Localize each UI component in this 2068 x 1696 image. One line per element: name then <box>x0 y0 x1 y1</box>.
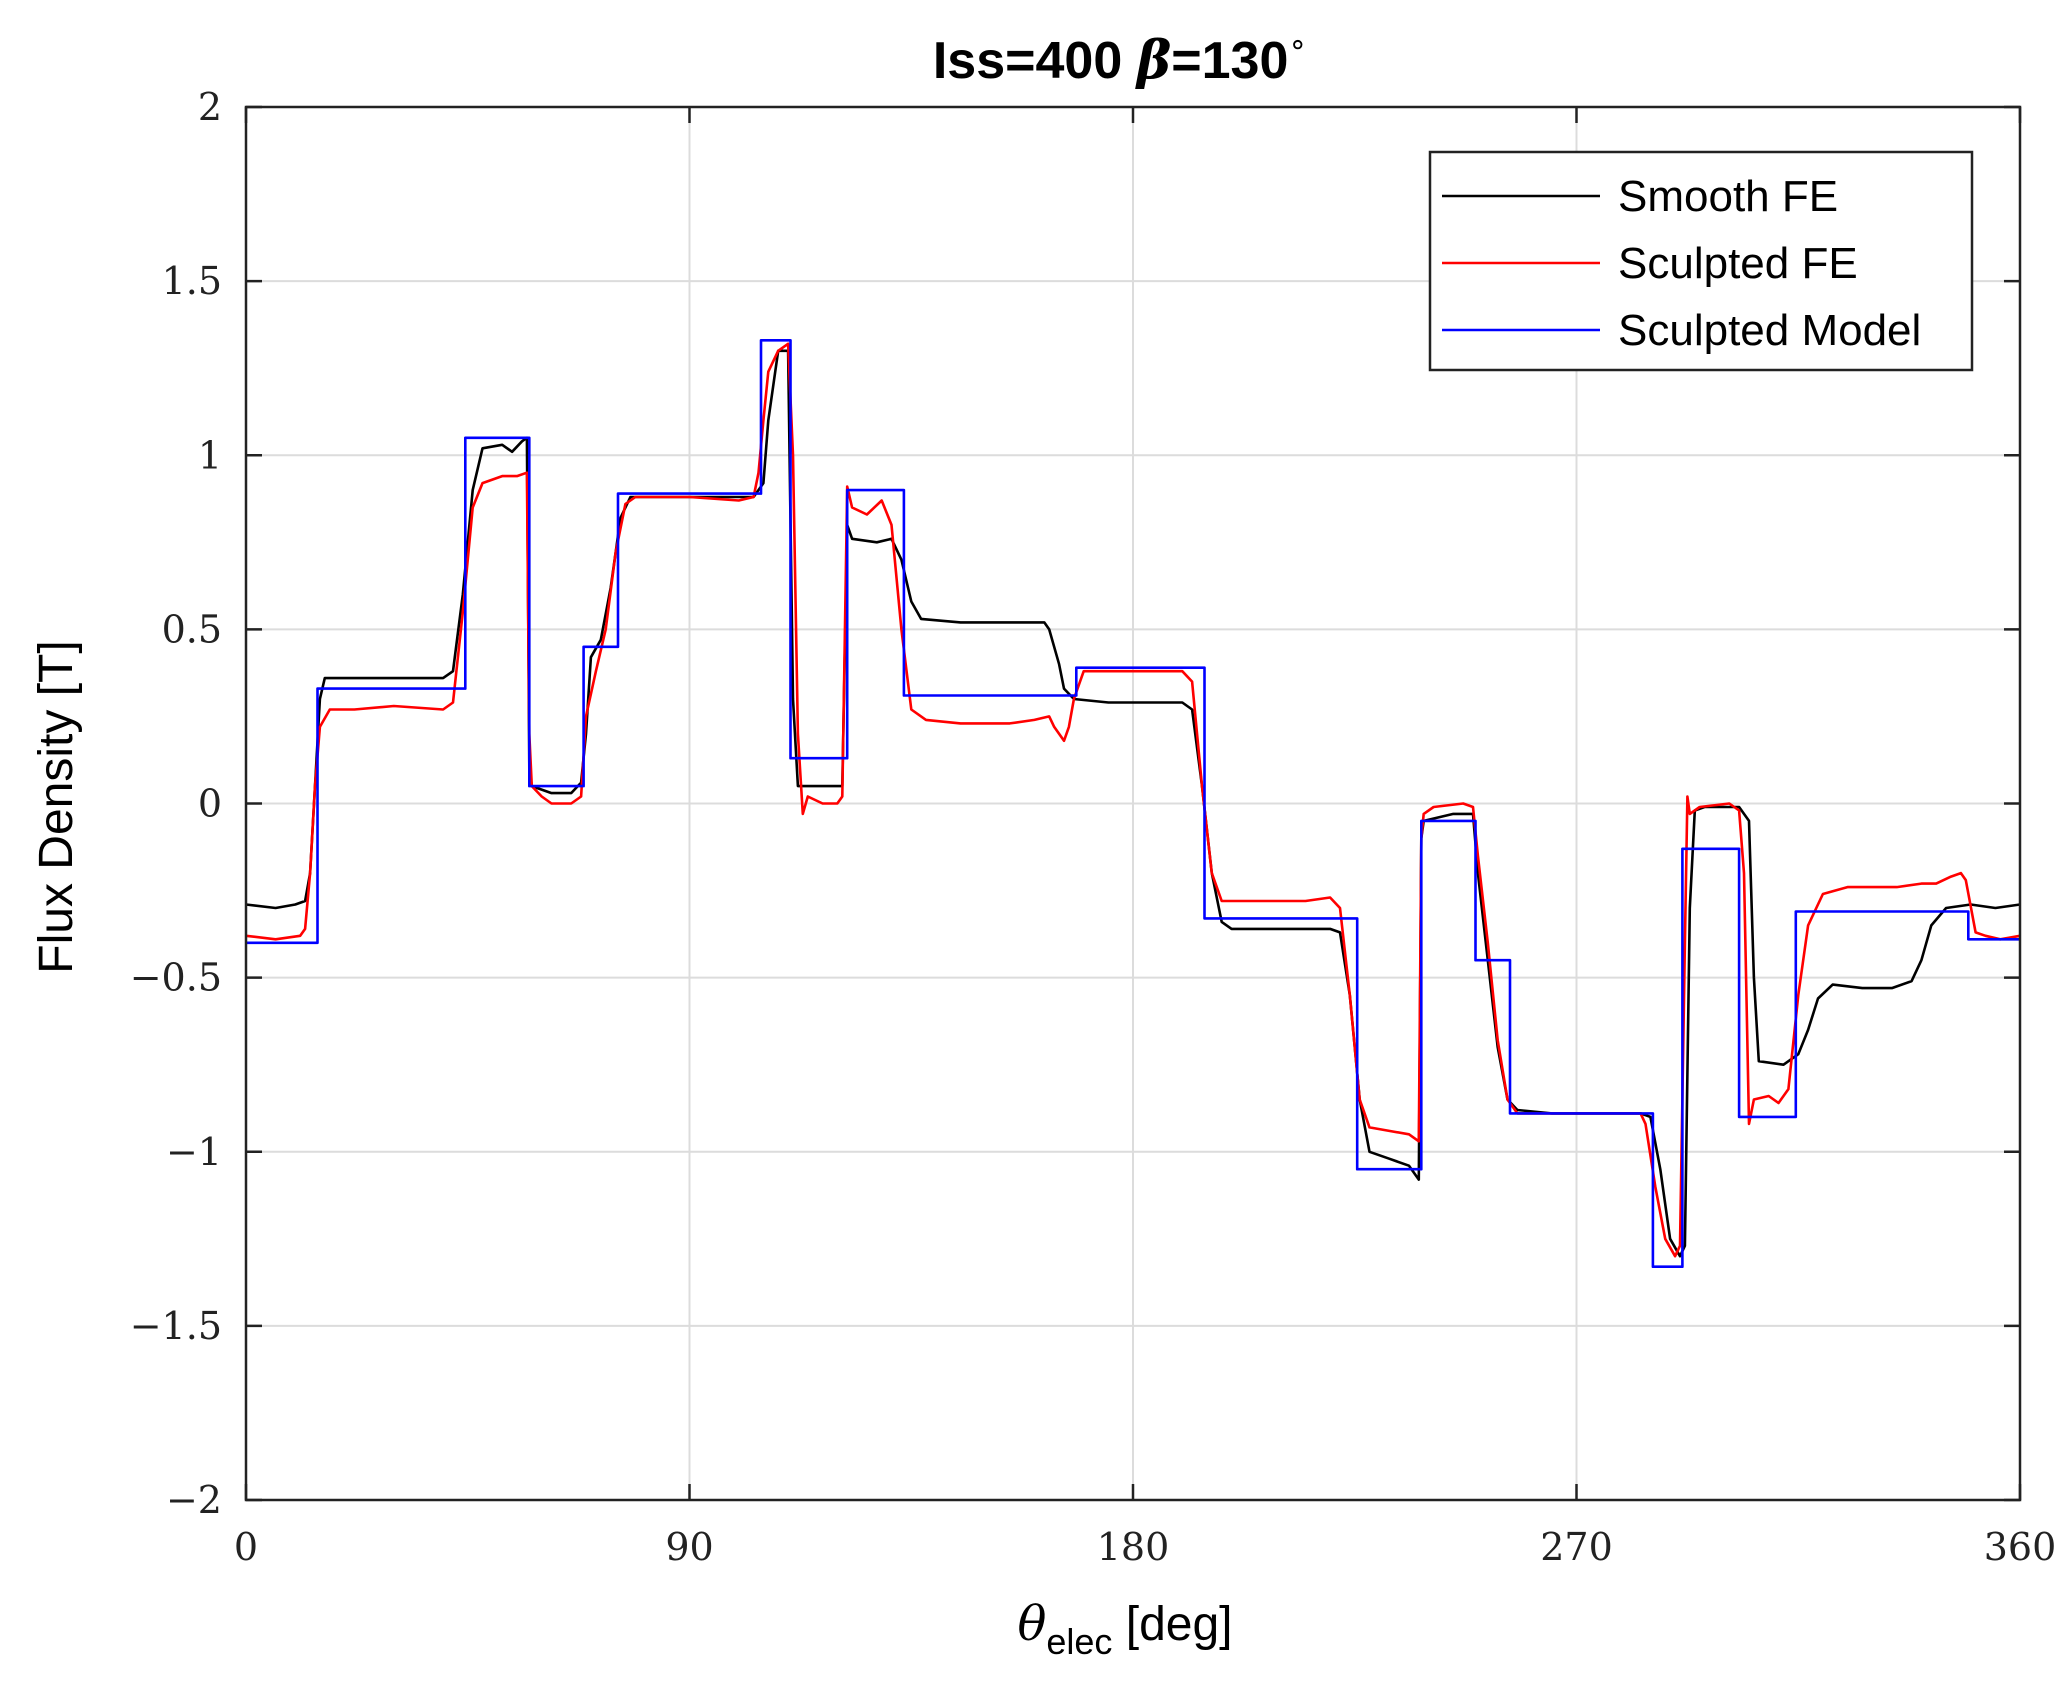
y-axis-label: Flux Density [T] <box>30 640 83 973</box>
y-tick-label-3: −0.5 <box>130 956 222 1000</box>
x-tick-label-1: 90 <box>665 1525 713 1569</box>
legend: Smooth FE Sculpted FE Sculpted Model <box>1428 150 1974 372</box>
x-label-suffix: [deg] <box>1112 1598 1232 1651</box>
axes-box <box>244 105 2022 1502</box>
legend-label-sculpted-fe: Sculpted FE <box>1618 239 1858 288</box>
x-tick-label-0: 0 <box>234 1525 258 1569</box>
x-tick-labels: 0 90 180 270 360 <box>234 1525 2056 1569</box>
x-tick-label-3: 270 <box>1540 1525 1613 1569</box>
title-degree-symbol: ∘ <box>1288 28 1307 61</box>
y-tick-label-1: −1.5 <box>130 1304 222 1348</box>
series-lines <box>245 339 2021 1268</box>
x-axis-label: θelec [deg] <box>1017 1596 1232 1662</box>
x-tick-label-4: 360 <box>1984 1525 2057 1569</box>
chart-title: Iss=400 β=130∘ <box>933 28 1307 91</box>
series-line-sculpted-model <box>246 339 2020 1268</box>
series-line-sculpted-fe <box>245 342 2021 1258</box>
title-suffix: =130 <box>1171 32 1288 90</box>
legend-box <box>1428 150 1974 372</box>
y-tick-label-0: −2 <box>166 1478 222 1522</box>
legend-label-smooth-fe: Smooth FE <box>1618 172 1838 221</box>
y-tick-label-6: 1 <box>198 433 222 477</box>
x-label-theta: θ <box>1017 1596 1046 1652</box>
y-tick-label-7: 1.5 <box>162 259 222 303</box>
x-label-subscript: elec <box>1046 1621 1112 1662</box>
x-tick-label-2: 180 <box>1097 1525 1170 1569</box>
legend-label-sculpted-model: Sculpted Model <box>1618 306 1921 355</box>
y-tick-label-2: −1 <box>166 1130 222 1174</box>
y-tick-labels: −2 −1.5 −1 −0.5 0 0.5 1 1.5 2 <box>130 85 222 1522</box>
y-tick-label-8: 2 <box>198 85 222 129</box>
title-beta-symbol: β <box>1135 30 1172 91</box>
y-tick-label-5: 0.5 <box>162 607 222 651</box>
y-tick-label-4: 0 <box>198 782 222 826</box>
title-main: Iss=400 <box>933 32 1122 90</box>
